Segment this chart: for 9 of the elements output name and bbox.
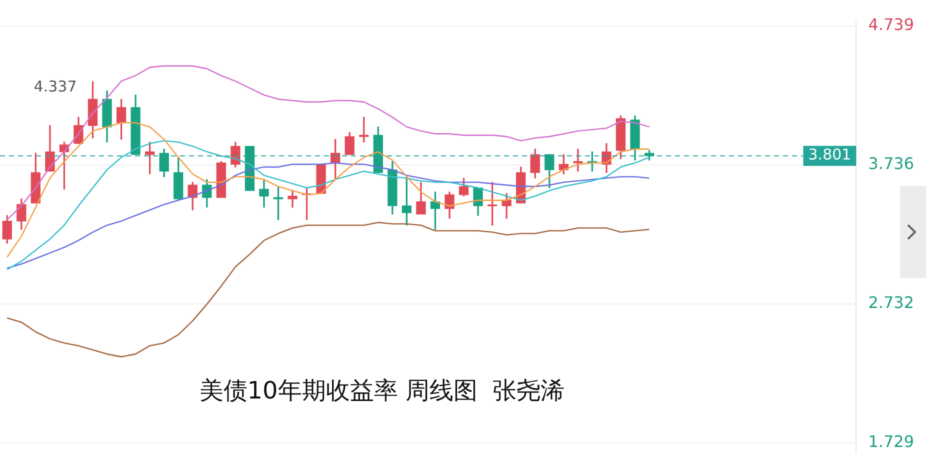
y-tick-label: 1.729	[868, 432, 914, 451]
annotation: 4.337	[34, 77, 77, 96]
ref-line-label: 3.801	[808, 146, 852, 164]
y-tick-label: 4.739	[868, 15, 914, 34]
y-tick-label: 2.732	[868, 293, 914, 312]
candlestick	[288, 190, 298, 208]
y-tick-label: 3.736	[868, 154, 914, 173]
text: 美债10年期收益率 周线图 张尧浠	[199, 376, 565, 404]
candlestick	[573, 148, 583, 172]
